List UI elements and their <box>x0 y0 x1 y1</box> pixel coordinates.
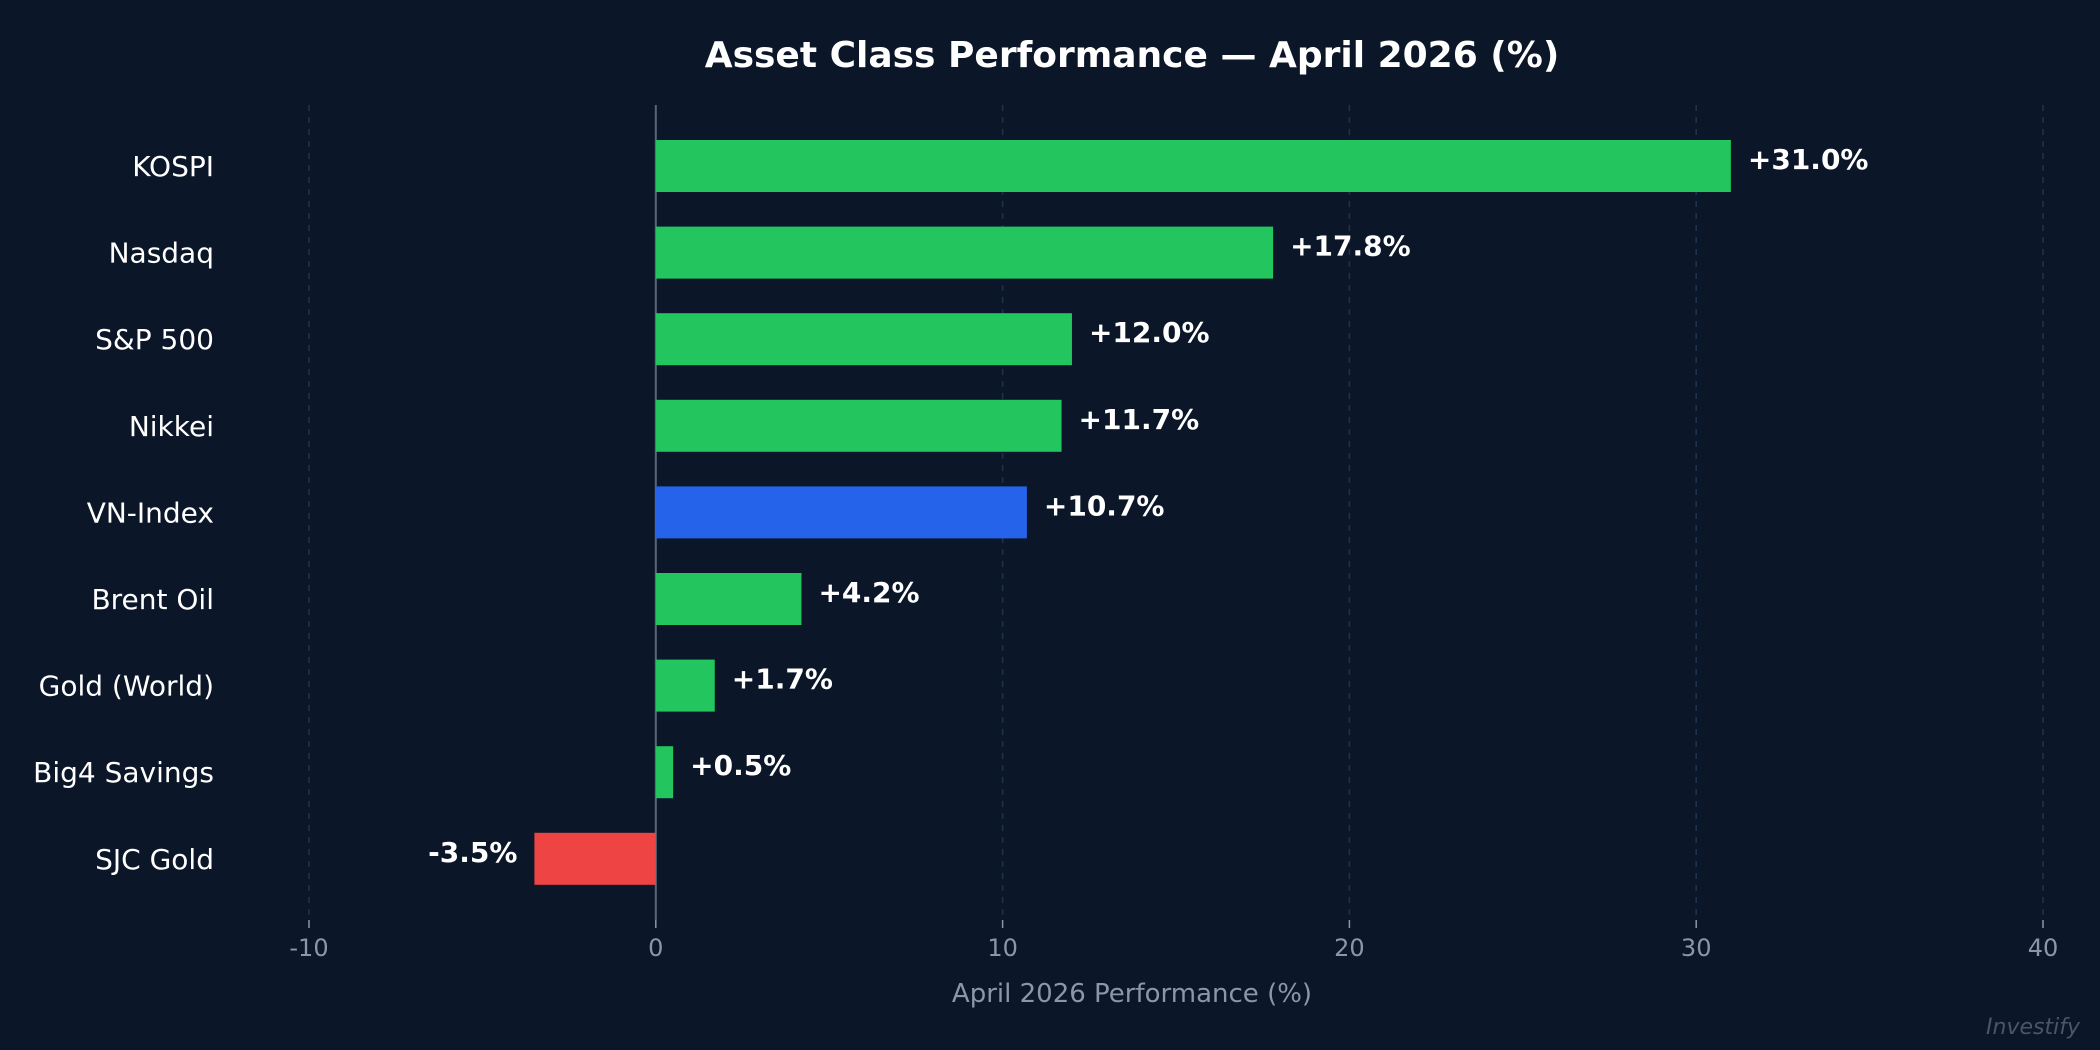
bar <box>655 313 1072 366</box>
value-label: +4.2% <box>818 576 919 609</box>
bar <box>655 399 1062 452</box>
chart-title: Asset Class Performance — April 2026 (%) <box>705 35 1560 76</box>
value-label: -3.5% <box>428 836 517 869</box>
value-labels: +31.0% +17.8% +12.0% +11.7% +10.7% +4.2% +1.7%… <box>428 143 1868 869</box>
bar <box>655 226 1274 279</box>
category-label: S&P 500 <box>95 323 214 356</box>
x-tick-labels: -10 0 10 20 30 40 <box>289 920 2058 962</box>
category-labels: KOSPI Nasdaq S&P 500 Nikkei VN-Index Brent Oi… <box>33 150 214 876</box>
x-tick-label: 0 <box>648 934 663 962</box>
category-label: Nasdaq <box>109 237 214 270</box>
value-label: +12.0% <box>1089 316 1210 349</box>
x-tick-label: 40 <box>2028 934 2059 962</box>
value-label: +11.7% <box>1079 403 1200 436</box>
value-label: +1.7% <box>732 663 833 696</box>
x-tick-label: 10 <box>987 934 1018 962</box>
category-label: Big4 Savings <box>33 756 214 789</box>
category-label: Gold (World) <box>39 670 214 703</box>
category-label: Nikkei <box>129 410 214 443</box>
category-label: VN-Index <box>87 496 214 529</box>
category-label: SJC Gold <box>95 843 214 876</box>
value-label: +31.0% <box>1748 143 1869 176</box>
value-label: +0.5% <box>690 749 791 782</box>
bar <box>534 832 656 885</box>
category-label: Brent Oil <box>91 583 214 616</box>
watermark: Investify <box>1986 1015 2081 1040</box>
x-axis-title: April 2026 Performance (%) <box>952 979 1312 1009</box>
bar <box>655 140 1731 192</box>
bar <box>655 746 674 799</box>
bars <box>534 140 1731 885</box>
x-tick-label: -10 <box>289 934 328 962</box>
value-label: +17.8% <box>1290 230 1411 263</box>
category-label: KOSPI <box>132 150 214 183</box>
bar <box>655 486 1027 539</box>
x-tick-label: 20 <box>1334 934 1365 962</box>
value-label: +10.7% <box>1044 489 1165 522</box>
x-tick-label: 30 <box>1681 934 1712 962</box>
bar <box>655 573 802 625</box>
bar <box>655 659 715 712</box>
